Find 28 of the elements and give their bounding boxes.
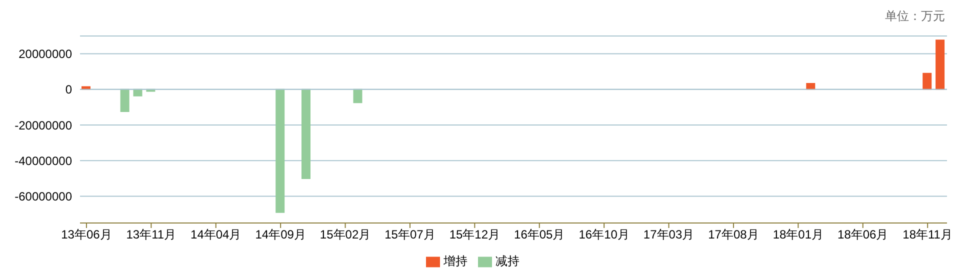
y-tick-label: -20000000 (14, 118, 72, 132)
x-tick-label: 13年06月 (61, 228, 112, 242)
y-tick-label: -40000000 (14, 154, 72, 168)
legend-label: 减持 (496, 254, 520, 268)
bar (936, 40, 945, 90)
x-tick-label: 17年08月 (708, 228, 759, 242)
x-tick-label: 18年11月 (902, 228, 952, 242)
x-tick-label: 18年06月 (838, 228, 888, 242)
x-tick-label: 16年10月 (578, 228, 630, 242)
x-tick-label: 15年12月 (449, 228, 500, 242)
x-tick-label: 16年05月 (514, 228, 565, 242)
text: 单位：万元 (885, 8, 945, 25)
legend-label: 增持 (444, 254, 468, 268)
y-tick-label: -60000000 (14, 190, 72, 204)
bar (120, 88, 130, 112)
bar (276, 88, 285, 213)
x-tick-label: 13年11月 (126, 228, 176, 242)
x-tick-label: 15年07月 (384, 228, 436, 242)
x-tick-label: 17年03月 (643, 228, 694, 242)
bar (301, 88, 310, 179)
y-tick-label: 0 (65, 82, 72, 97)
bar (353, 88, 362, 104)
x-tick-label: 15年02月 (320, 228, 371, 242)
x-tick-label: 18年01月 (772, 228, 824, 242)
x-tick-label: 14年09月 (255, 228, 306, 242)
y-tick-label: 20000000 (18, 47, 72, 62)
bar (922, 72, 932, 90)
x-tick-label: 14年04月 (190, 228, 242, 242)
